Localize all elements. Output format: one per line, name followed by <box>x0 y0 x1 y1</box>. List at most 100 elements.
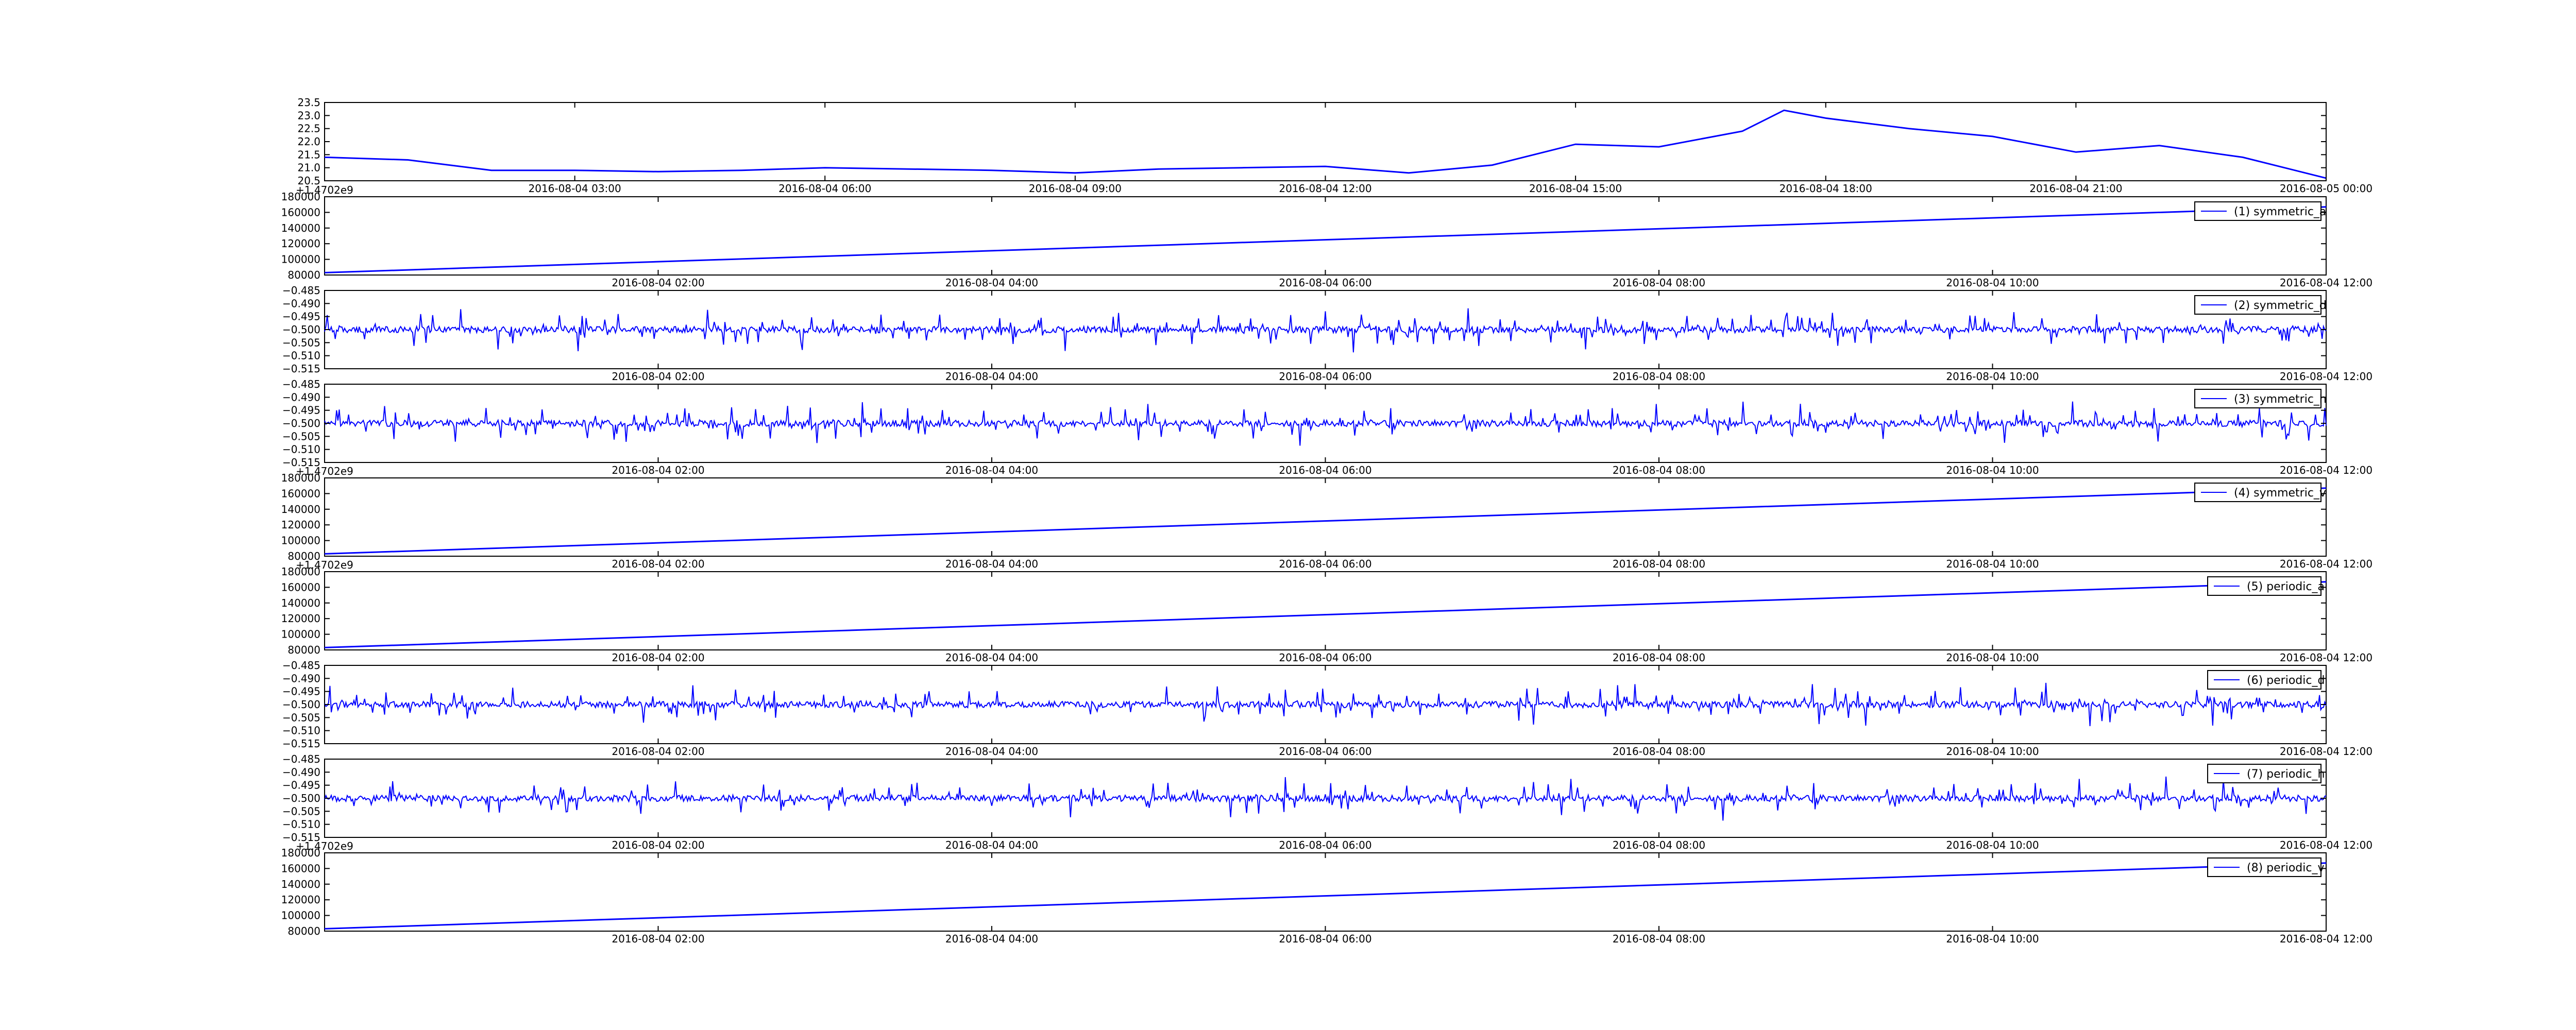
x-tick-label: 2016-08-04 10:00 <box>1946 745 2039 758</box>
x-tick-label: 2016-08-04 12:00 <box>2280 464 2372 476</box>
x-tick-label: 2016-08-04 12:00 <box>2280 839 2372 851</box>
x-tick-label: 2016-08-04 15:00 <box>1529 182 1622 195</box>
series-line-7 <box>324 776 2327 821</box>
y-tick-label: −0.510 <box>282 350 320 362</box>
series-line-1 <box>324 206 2327 273</box>
legend-label: (4) symmetric_v <box>2234 487 2326 500</box>
y-tick-label: 180000 <box>281 191 320 203</box>
y-tick-label: 140000 <box>281 878 320 890</box>
y-tick-label: −0.500 <box>282 792 320 804</box>
x-tick-label: 2016-08-04 08:00 <box>1613 839 1705 851</box>
plot-frame-0 <box>324 102 2327 181</box>
y-tick-label: −0.515 <box>282 363 320 375</box>
x-tick-label: 2016-08-04 04:00 <box>945 464 1038 476</box>
x-tick-label: 2016-08-04 06:00 <box>1279 277 1371 289</box>
y-tick-label: −0.500 <box>282 698 320 711</box>
legend-label: (6) periodic_d <box>2247 674 2325 687</box>
x-tick-label: 2016-08-04 12:00 <box>2280 277 2372 289</box>
x-tick-label: 2016-08-04 10:00 <box>1946 558 2039 570</box>
y-tick-label: −0.505 <box>282 711 320 724</box>
series-line-0 <box>324 109 2327 179</box>
x-tick-label: 2016-08-04 12:00 <box>2280 651 2372 664</box>
y-tick-label: 160000 <box>281 581 320 593</box>
y-tick-label: −0.515 <box>282 456 320 469</box>
x-tick-label: 2016-08-04 12:00 <box>1279 182 1371 195</box>
y-tick-label: −0.500 <box>282 417 320 430</box>
legend-label: (5) periodic_a <box>2247 580 2325 593</box>
y-tick-label: −0.510 <box>282 725 320 737</box>
offset-label: +1.4702e9 <box>296 559 353 571</box>
x-tick-label: 2016-08-04 08:00 <box>1613 933 1705 945</box>
y-tick-label: 180000 <box>281 472 320 484</box>
y-tick-label: −0.485 <box>282 659 320 672</box>
y-tick-label: 80000 <box>287 644 320 656</box>
x-tick-label: 2016-08-04 04:00 <box>945 651 1038 664</box>
y-tick-label: 160000 <box>281 487 320 500</box>
y-tick-label: 23.0 <box>297 109 320 122</box>
x-tick-label: 2016-08-04 06:00 <box>1279 651 1371 664</box>
series-line-5 <box>324 581 2327 648</box>
y-tick-label: 21.5 <box>297 148 320 161</box>
y-tick-label: −0.485 <box>282 284 320 297</box>
legend-label: (8) periodic_v <box>2247 862 2324 874</box>
y-tick-label: −0.495 <box>282 311 320 323</box>
x-tick-label: 2016-08-04 08:00 <box>1613 651 1705 664</box>
x-tick-label: 2016-08-04 12:00 <box>2280 933 2372 945</box>
x-tick-label: 2016-08-04 02:00 <box>612 839 704 851</box>
x-tick-label: 2016-08-04 10:00 <box>1946 464 2039 476</box>
y-tick-label: 100000 <box>281 253 320 266</box>
y-tick-label: 21.0 <box>297 162 320 174</box>
x-tick-label: 2016-08-04 04:00 <box>945 370 1038 383</box>
series-line-2 <box>324 308 2327 353</box>
y-tick-label: −0.490 <box>282 297 320 310</box>
legend-label: (1) symmetric_a <box>2234 205 2326 218</box>
offset-label: +1.4702e9 <box>296 465 353 477</box>
y-tick-label: 100000 <box>281 628 320 641</box>
y-tick-label: −0.510 <box>282 818 320 831</box>
y-tick-label: 180000 <box>281 565 320 578</box>
series-line-8 <box>324 862 2327 930</box>
x-tick-label: 2016-08-04 06:00 <box>1279 839 1371 851</box>
x-tick-label: 2016-08-04 10:00 <box>1946 651 2039 664</box>
x-tick-label: 2016-08-04 06:00 <box>1279 933 1371 945</box>
x-tick-label: 2016-08-04 10:00 <box>1946 933 2039 945</box>
x-tick-label: 2016-08-04 12:00 <box>2280 370 2372 383</box>
y-tick-label: −0.515 <box>282 737 320 750</box>
x-tick-label: 2016-08-04 06:00 <box>778 182 871 195</box>
x-tick-label: 2016-08-04 21:00 <box>2029 182 2122 195</box>
y-tick-label: 120000 <box>281 894 320 906</box>
x-tick-label: 2016-08-04 08:00 <box>1613 370 1705 383</box>
y-tick-label: 180000 <box>281 847 320 859</box>
offset-label: +1.4702e9 <box>296 184 353 196</box>
y-tick-label: −0.485 <box>282 378 320 390</box>
x-tick-label: 2016-08-04 03:00 <box>529 182 621 195</box>
y-tick-label: 100000 <box>281 535 320 547</box>
plot-frame-7 <box>324 759 2327 838</box>
y-tick-label: −0.500 <box>282 323 320 336</box>
x-tick-label: 2016-08-04 02:00 <box>612 370 704 383</box>
y-tick-label: 140000 <box>281 222 320 234</box>
y-tick-label: −0.510 <box>282 443 320 456</box>
series-line-3 <box>324 401 2327 446</box>
y-tick-label: 120000 <box>281 237 320 250</box>
y-tick-label: 160000 <box>281 862 320 874</box>
x-tick-label: 2016-08-04 04:00 <box>945 558 1038 570</box>
y-tick-label: −0.505 <box>282 805 320 817</box>
y-tick-label: 160000 <box>281 206 320 218</box>
x-tick-label: 2016-08-04 12:00 <box>2280 745 2372 758</box>
y-tick-label: 80000 <box>287 550 320 562</box>
y-tick-label: −0.515 <box>282 831 320 844</box>
x-tick-label: 2016-08-04 08:00 <box>1613 558 1705 570</box>
x-tick-label: 2016-08-04 06:00 <box>1279 370 1371 383</box>
x-tick-label: 2016-08-04 18:00 <box>1780 182 1872 195</box>
y-tick-label: 120000 <box>281 519 320 531</box>
y-tick-label: −0.490 <box>282 672 320 684</box>
series-line-6 <box>324 682 2327 726</box>
x-tick-label: 2016-08-04 10:00 <box>1946 839 2039 851</box>
legend-label: (2) symmetric_d <box>2234 299 2327 312</box>
y-tick-label: −0.485 <box>282 753 320 765</box>
y-tick-label: −0.495 <box>282 404 320 417</box>
y-tick-label: 140000 <box>281 597 320 609</box>
x-tick-label: 2016-08-04 10:00 <box>1946 370 2039 383</box>
y-tick-label: 22.0 <box>297 135 320 148</box>
